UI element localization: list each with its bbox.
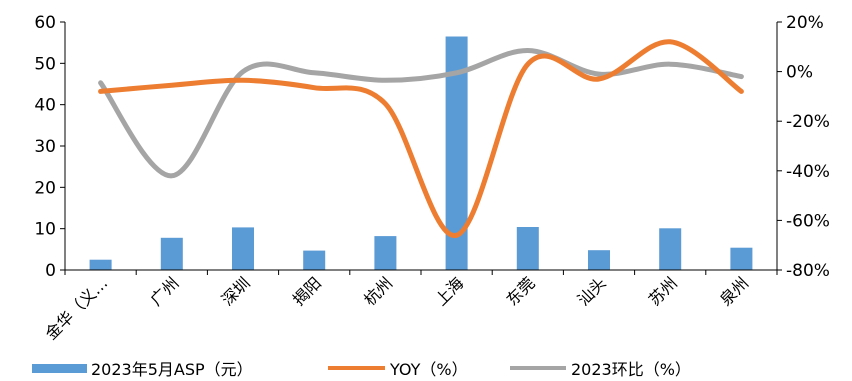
legend-label-yoy: YOY（%）	[389, 360, 468, 379]
bar-4	[374, 236, 397, 270]
left-tick-label: 60	[34, 13, 56, 33]
right-tick-label: -20%	[786, 112, 830, 132]
category-label: 深圳	[218, 273, 254, 309]
left-tick-label: 50	[34, 54, 56, 74]
left-tick-label: 10	[34, 220, 56, 240]
right-axis-ticks: 20% 0% -20% -40% -60% -80%	[786, 13, 830, 281]
category-labels: 金华（义… 广州 深圳 揭阳 杭州 上海 东莞 汕头 苏州 泉州	[41, 273, 752, 343]
legend: 2023年5月ASP（元） YOY（%） 2023环比（%）	[32, 360, 691, 379]
category-label: 东莞	[503, 273, 539, 309]
left-axis-ticks: 0 10 20 30 40 50 60	[34, 13, 56, 281]
legend-item-mom: 2023环比（%）	[510, 360, 691, 379]
left-tick-label: 0	[45, 261, 56, 281]
line-mom	[98, 47, 744, 179]
bar-9	[730, 247, 753, 270]
category-label: 广州	[147, 273, 183, 309]
bars-layer	[89, 36, 753, 270]
right-tick-label: 20%	[786, 13, 824, 33]
category-label: 汕头	[574, 273, 610, 309]
right-tick-label: -60%	[786, 211, 830, 231]
bar-8	[659, 228, 682, 270]
right-tick-label: -40%	[786, 162, 830, 182]
bar-3	[303, 250, 326, 270]
bar-0	[89, 259, 112, 270]
legend-label-mom: 2023环比（%）	[571, 360, 691, 379]
bar-1	[160, 237, 183, 270]
legend-item-asp: 2023年5月ASP（元）	[32, 360, 253, 379]
bar-2	[232, 227, 254, 270]
line-yoy	[98, 39, 744, 238]
left-tick-label: 20	[34, 178, 56, 198]
axes-layer	[60, 21, 782, 275]
category-label: 上海	[431, 273, 467, 309]
bar-5	[445, 36, 468, 270]
legend-label-asp: 2023年5月ASP（元）	[91, 360, 253, 379]
left-tick-label: 40	[34, 96, 56, 116]
category-label: 泉州	[716, 273, 752, 309]
right-tick-label: 0%	[786, 63, 813, 83]
category-label: 揭阳	[289, 273, 325, 309]
bar-7	[588, 250, 610, 270]
category-label: 杭州	[360, 273, 396, 309]
legend-swatch-asp	[32, 364, 87, 373]
category-label: 金华（义…	[41, 273, 111, 343]
bar-6	[516, 227, 539, 270]
category-label: 苏州	[645, 273, 681, 309]
left-tick-label: 30	[34, 137, 56, 157]
right-tick-label: -80%	[786, 261, 830, 281]
legend-item-yoy: YOY（%）	[328, 360, 468, 379]
lines-layer	[98, 39, 744, 238]
